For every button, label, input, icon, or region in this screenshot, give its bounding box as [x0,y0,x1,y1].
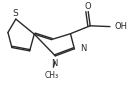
Text: OH: OH [115,22,128,31]
Text: N: N [51,59,58,68]
Text: N: N [80,44,86,53]
Text: S: S [12,9,18,18]
Text: CH₃: CH₃ [44,71,58,79]
Text: O: O [85,2,92,11]
